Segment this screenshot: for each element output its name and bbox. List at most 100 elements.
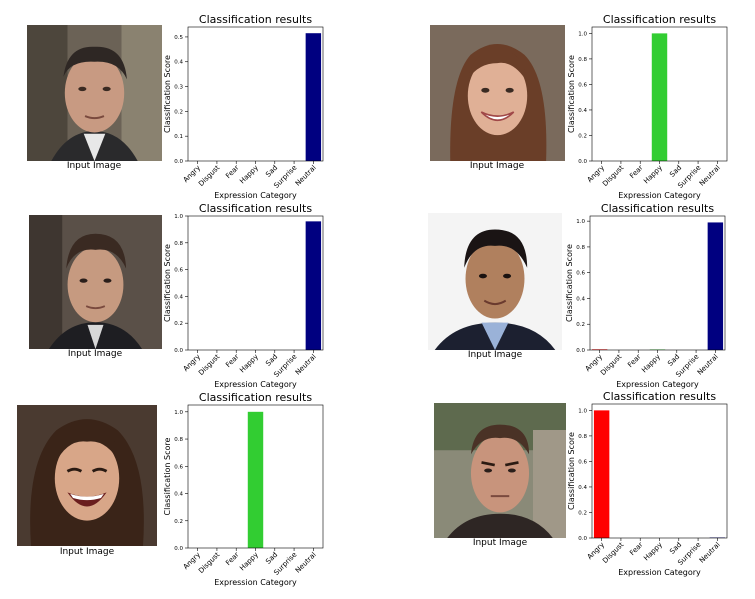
- chart-title: Classification results: [199, 202, 312, 215]
- x-tick-label: Happy: [642, 164, 664, 186]
- y-axis-label: Classification Score: [565, 244, 574, 322]
- x-tick-label: Sad: [264, 164, 279, 179]
- x-tick-label: Surprise: [272, 551, 298, 577]
- x-axis-label: Expression Category: [214, 191, 297, 200]
- image-caption: Input Image: [59, 547, 115, 557]
- face-image-2: [430, 25, 565, 161]
- y-tick-label: 0.4: [174, 60, 183, 66]
- x-tick-label: Happy: [238, 164, 260, 186]
- x-tick-label: Angry: [182, 164, 202, 184]
- y-tick-label: 1.0: [576, 219, 585, 225]
- x-tick-label: Neutral: [294, 353, 318, 377]
- x-tick-label: Surprise: [676, 164, 702, 190]
- y-tick-label: 0.6: [174, 268, 183, 274]
- y-tick-label: 0.2: [174, 519, 183, 525]
- x-tick-label: Angry: [586, 164, 606, 184]
- bar-angry: [591, 349, 608, 350]
- y-tick-label: 0.1: [174, 134, 183, 140]
- x-tick-label: Happy: [640, 353, 662, 375]
- y-tick-label: 0.6: [576, 271, 585, 277]
- x-tick-label: Neutral: [698, 164, 722, 188]
- chart-title: Classification results: [199, 391, 312, 404]
- y-tick-label: 0.8: [578, 434, 587, 440]
- face-image-5: [17, 405, 157, 546]
- bar-angry: [593, 410, 610, 538]
- x-tick-label: Neutral: [698, 541, 722, 565]
- bar-neutral: [707, 222, 724, 350]
- image-caption: Input Image: [467, 350, 523, 360]
- y-tick-label: 0.2: [174, 321, 183, 327]
- x-tick-label: Surprise: [272, 353, 298, 379]
- x-tick-label: Sad: [264, 551, 279, 566]
- y-tick-label: 0.0: [174, 348, 183, 354]
- y-tick-label: 0.0: [578, 159, 587, 165]
- y-tick-label: 1.0: [578, 31, 587, 37]
- bar-happy: [649, 349, 666, 350]
- x-tick-label: Fear: [628, 164, 644, 180]
- y-tick-label: 0.4: [174, 492, 183, 498]
- y-tick-label: 0.2: [174, 109, 183, 115]
- y-tick-label: 0.8: [174, 241, 183, 247]
- chart-title: Classification results: [603, 390, 716, 403]
- image-caption: Input Image: [66, 161, 122, 171]
- x-tick-label: Surprise: [674, 353, 700, 379]
- chart-title: Classification results: [603, 13, 716, 26]
- x-tick-label: Disgust: [599, 353, 623, 377]
- x-tick-label: Happy: [642, 541, 664, 563]
- y-axis-label: Classification Score: [567, 432, 576, 510]
- y-tick-label: 0.6: [174, 464, 183, 470]
- x-tick-label: Happy: [238, 353, 260, 375]
- x-tick-label: Neutral: [294, 551, 318, 575]
- face-image-4: [428, 213, 562, 350]
- y-tick-label: 0.3: [174, 85, 183, 91]
- face-image-6: [434, 403, 566, 538]
- y-tick-label: 0.2: [578, 510, 587, 516]
- y-axis-label: Classification Score: [163, 437, 172, 515]
- x-tick-label: Sad: [264, 353, 279, 368]
- y-tick-label: 0.4: [578, 485, 587, 491]
- x-tick-label: Fear: [626, 353, 642, 369]
- y-tick-label: 1.0: [578, 408, 587, 414]
- y-tick-label: 0.8: [576, 245, 585, 251]
- x-tick-label: Fear: [224, 551, 240, 567]
- y-tick-label: 0.6: [578, 459, 587, 465]
- image-caption: Input Image: [67, 349, 123, 359]
- y-tick-label: 0.8: [174, 437, 183, 443]
- plot-frame: [187, 404, 324, 549]
- x-tick-label: Fear: [224, 353, 240, 369]
- x-tick-label: Disgust: [197, 164, 221, 188]
- y-tick-label: 1.0: [174, 410, 183, 416]
- face-image-3: [29, 215, 162, 349]
- y-axis-label: Classification Score: [567, 55, 576, 133]
- image-caption: Input Image: [469, 161, 525, 171]
- plot-frame: [591, 403, 728, 539]
- plot-frame: [591, 26, 728, 162]
- x-tick-label: Fear: [224, 164, 240, 180]
- y-tick-label: 0.2: [578, 133, 587, 139]
- y-tick-label: 0.0: [174, 546, 183, 552]
- y-tick-label: 0.8: [578, 57, 587, 63]
- y-tick-label: 0.4: [578, 108, 587, 114]
- x-axis-label: Expression Category: [214, 380, 297, 389]
- bar-happy: [651, 33, 668, 161]
- plot-frame: [187, 26, 324, 162]
- x-tick-label: Sad: [666, 353, 681, 368]
- x-tick-label: Disgust: [197, 353, 221, 377]
- y-tick-label: 1.0: [174, 214, 183, 220]
- y-tick-label: 0.2: [576, 322, 585, 328]
- bar-happy: [247, 411, 264, 548]
- x-tick-label: Disgust: [601, 164, 625, 188]
- bar-neutral: [305, 33, 322, 161]
- x-axis-label: Expression Category: [616, 380, 699, 389]
- plot-frame: [589, 215, 726, 351]
- chart-title: Classification results: [199, 13, 312, 26]
- x-tick-label: Angry: [586, 541, 606, 561]
- x-axis-label: Expression Category: [214, 578, 297, 587]
- y-tick-label: 0.4: [174, 294, 183, 300]
- y-tick-label: 0.5: [174, 35, 183, 41]
- x-tick-label: Surprise: [676, 541, 702, 567]
- x-tick-label: Disgust: [197, 551, 221, 575]
- x-tick-label: Neutral: [294, 164, 318, 188]
- image-caption: Input Image: [472, 538, 528, 548]
- x-axis-label: Expression Category: [618, 191, 701, 200]
